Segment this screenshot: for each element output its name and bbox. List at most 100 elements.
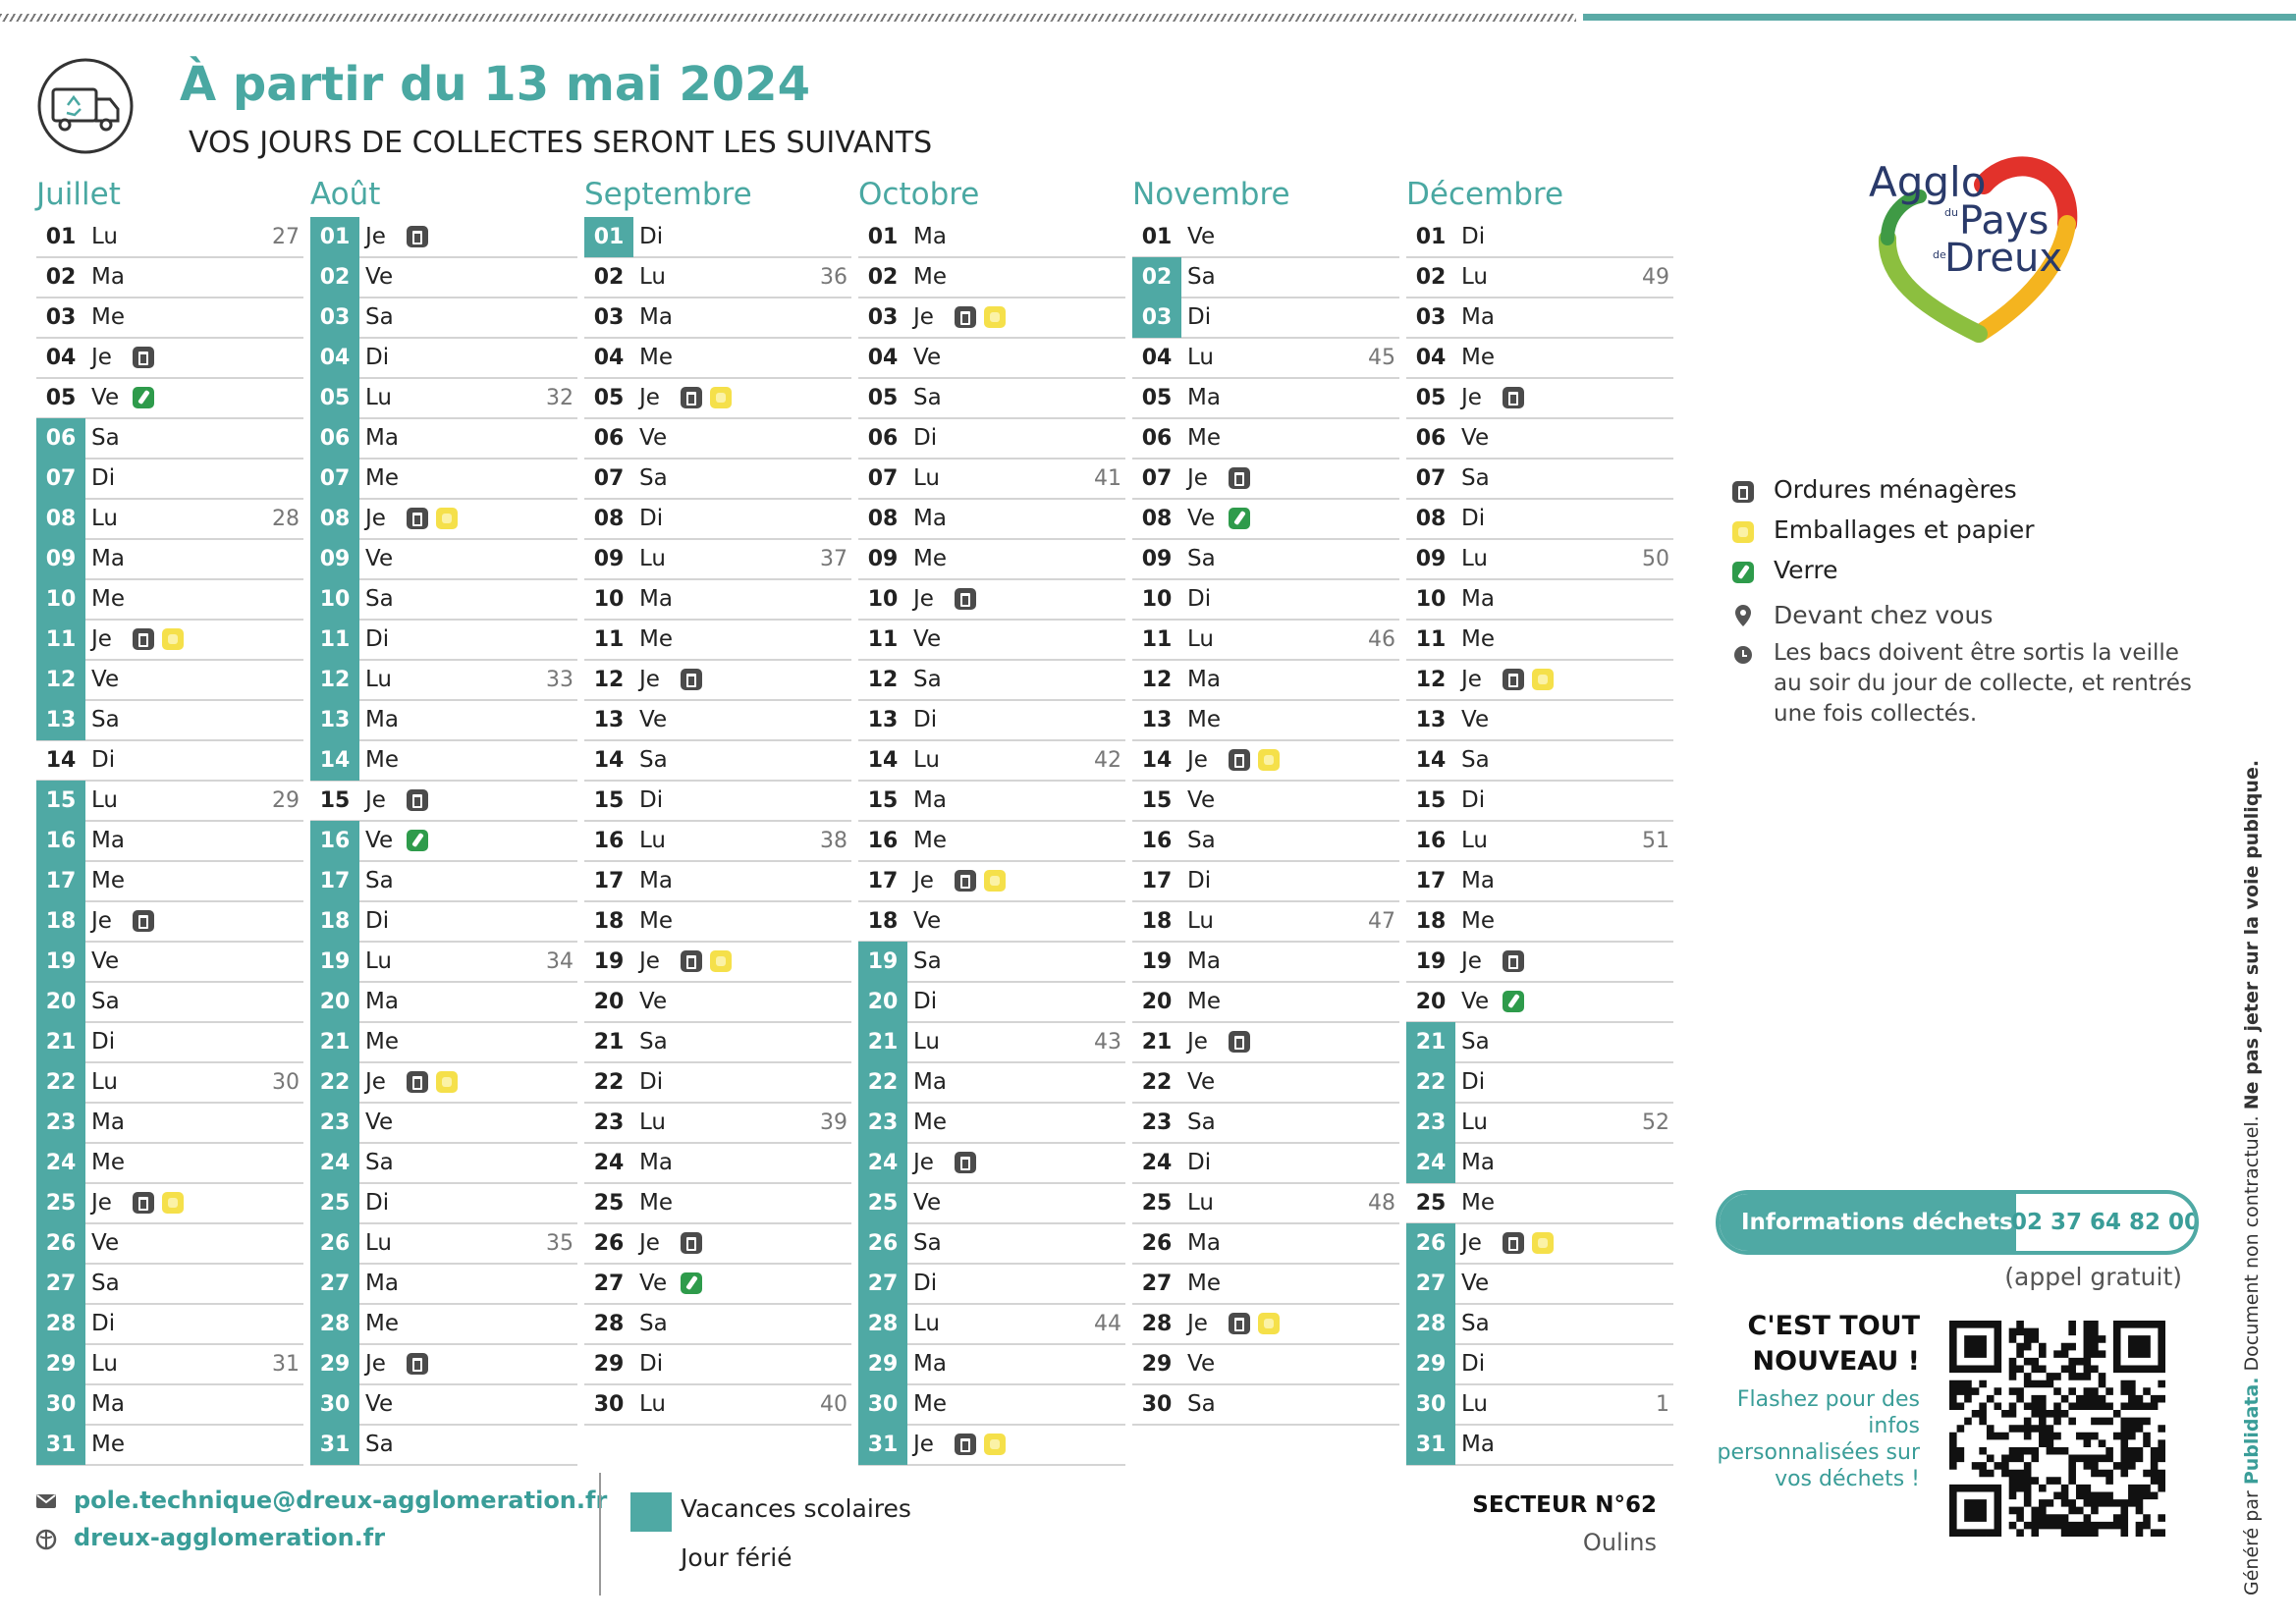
day-row: 08 Di (584, 499, 851, 540)
day-row: 20 Ma (310, 982, 577, 1023)
weekday: Ve (1187, 506, 1216, 531)
ordures-icon (1503, 387, 1524, 408)
day-number: 17 (867, 869, 899, 893)
collection-icons (955, 588, 984, 610)
weekday: Ma (1187, 1230, 1221, 1256)
footer-secteur: SECTEUR N°62 (1472, 1492, 1657, 1518)
day-number: 12 (867, 668, 899, 692)
weekday: Lu (639, 828, 666, 853)
weekday: Lu (639, 1109, 666, 1135)
day-row: 10 Je (858, 579, 1125, 621)
day-row: 16 Lu 51 (1406, 821, 1673, 862)
weekday: Lu (639, 264, 666, 290)
day-number: 21 (858, 1022, 907, 1062)
day-row: 14 Sa (1406, 740, 1673, 782)
day-row: 15 Di (1406, 781, 1673, 822)
day-row: 01 Di (584, 217, 851, 258)
weekday: Di (91, 1029, 116, 1055)
weekday: Lu (365, 948, 392, 974)
weekday: Je (91, 626, 112, 652)
emballages-icon (1258, 749, 1280, 771)
weekday: Di (913, 1271, 938, 1296)
week-number: 30 (272, 1070, 300, 1095)
footer-vacances: Vacances scolaires (681, 1494, 911, 1523)
day-number: 24 (858, 1143, 907, 1183)
day-number: 03 (1132, 298, 1181, 338)
side-note: Généré par Publidata. Document non contr… (2241, 760, 2263, 1596)
day-number: 24 (310, 1143, 359, 1183)
weekday: Me (913, 264, 947, 290)
day-number: 20 (1141, 990, 1173, 1014)
day-number: 09 (36, 539, 85, 579)
day-number: 30 (36, 1384, 85, 1425)
day-number: 26 (1406, 1223, 1455, 1264)
legend-place: Devant chez vous (1774, 601, 1994, 629)
day-row: 11 Je (36, 620, 303, 661)
day-row: 19 Ma (1132, 942, 1399, 983)
day-number: 30 (1406, 1384, 1455, 1425)
day-number: 12 (1141, 668, 1173, 692)
weekday: Di (1461, 1351, 1486, 1377)
day-number: 15 (36, 781, 85, 821)
weekday: Sa (1187, 1109, 1216, 1135)
weekday: Ma (1461, 868, 1495, 893)
collection-icons (681, 950, 739, 972)
weekday: Je (365, 1069, 386, 1095)
weekday: Ve (365, 1391, 394, 1417)
day-row: 28 Di (36, 1304, 303, 1345)
weekday: Sa (913, 667, 942, 692)
day-row: 14 Me (310, 740, 577, 782)
weekday: Ma (365, 425, 399, 451)
week-number: 32 (546, 386, 574, 410)
day-number: 13 (593, 708, 625, 732)
weekday: Sa (1461, 465, 1490, 491)
ordures-icon (1229, 749, 1250, 771)
ordures-icon (1229, 467, 1250, 489)
week-number: 1 (1656, 1392, 1669, 1417)
week-number: 46 (1368, 627, 1395, 652)
weekday: Ma (913, 1351, 947, 1377)
weekday: Me (365, 1311, 399, 1336)
day-row: 15 Di (584, 781, 851, 822)
ordures-icon (407, 226, 428, 247)
day-number: 20 (36, 982, 85, 1022)
weekday: Lu (91, 787, 118, 813)
weekday: Di (1461, 224, 1486, 249)
day-row: 09 Me (858, 539, 1125, 580)
day-row: 30 Lu 40 (584, 1384, 851, 1426)
weekday: Lu (1187, 908, 1214, 934)
weekday: Je (365, 224, 386, 249)
weekday: Lu (91, 506, 118, 531)
day-number: 03 (45, 305, 77, 330)
week-number: 36 (820, 265, 847, 290)
weekday: Ve (639, 1271, 668, 1296)
day-row: 03 Je (858, 298, 1125, 339)
day-number: 28 (1406, 1304, 1455, 1344)
legend-item: Emballages et papier (1774, 515, 2035, 544)
weekday: Je (639, 948, 660, 974)
day-number: 20 (593, 990, 625, 1014)
day-number: 27 (593, 1271, 625, 1296)
day-number: 29 (36, 1344, 85, 1384)
weekday: Me (365, 747, 399, 773)
day-row: 11 Ve (858, 620, 1125, 661)
weekday: Je (365, 1351, 386, 1377)
day-number: 10 (593, 587, 625, 612)
weekday: Di (639, 506, 664, 531)
weekday: Ve (365, 1109, 394, 1135)
day-row: 07 Sa (1406, 459, 1673, 500)
day-number: 15 (1141, 788, 1173, 813)
collection-icons (407, 508, 465, 529)
day-row: 05 Ve (36, 378, 303, 419)
weekday: Je (639, 385, 660, 410)
legend-item: Verre (1774, 556, 1838, 584)
clock-icon (1734, 646, 1752, 664)
day-row: 25 Je (36, 1183, 303, 1224)
day-number: 12 (1415, 668, 1447, 692)
info-flash: Flashez pour des infos personnalisées su… (1717, 1387, 1921, 1491)
day-number: 25 (36, 1183, 85, 1223)
week-number: 37 (820, 547, 847, 571)
day-row: 24 Ma (584, 1143, 851, 1184)
day-row: 02 Lu 49 (1406, 257, 1673, 298)
day-row: 27 Ve (584, 1264, 851, 1305)
